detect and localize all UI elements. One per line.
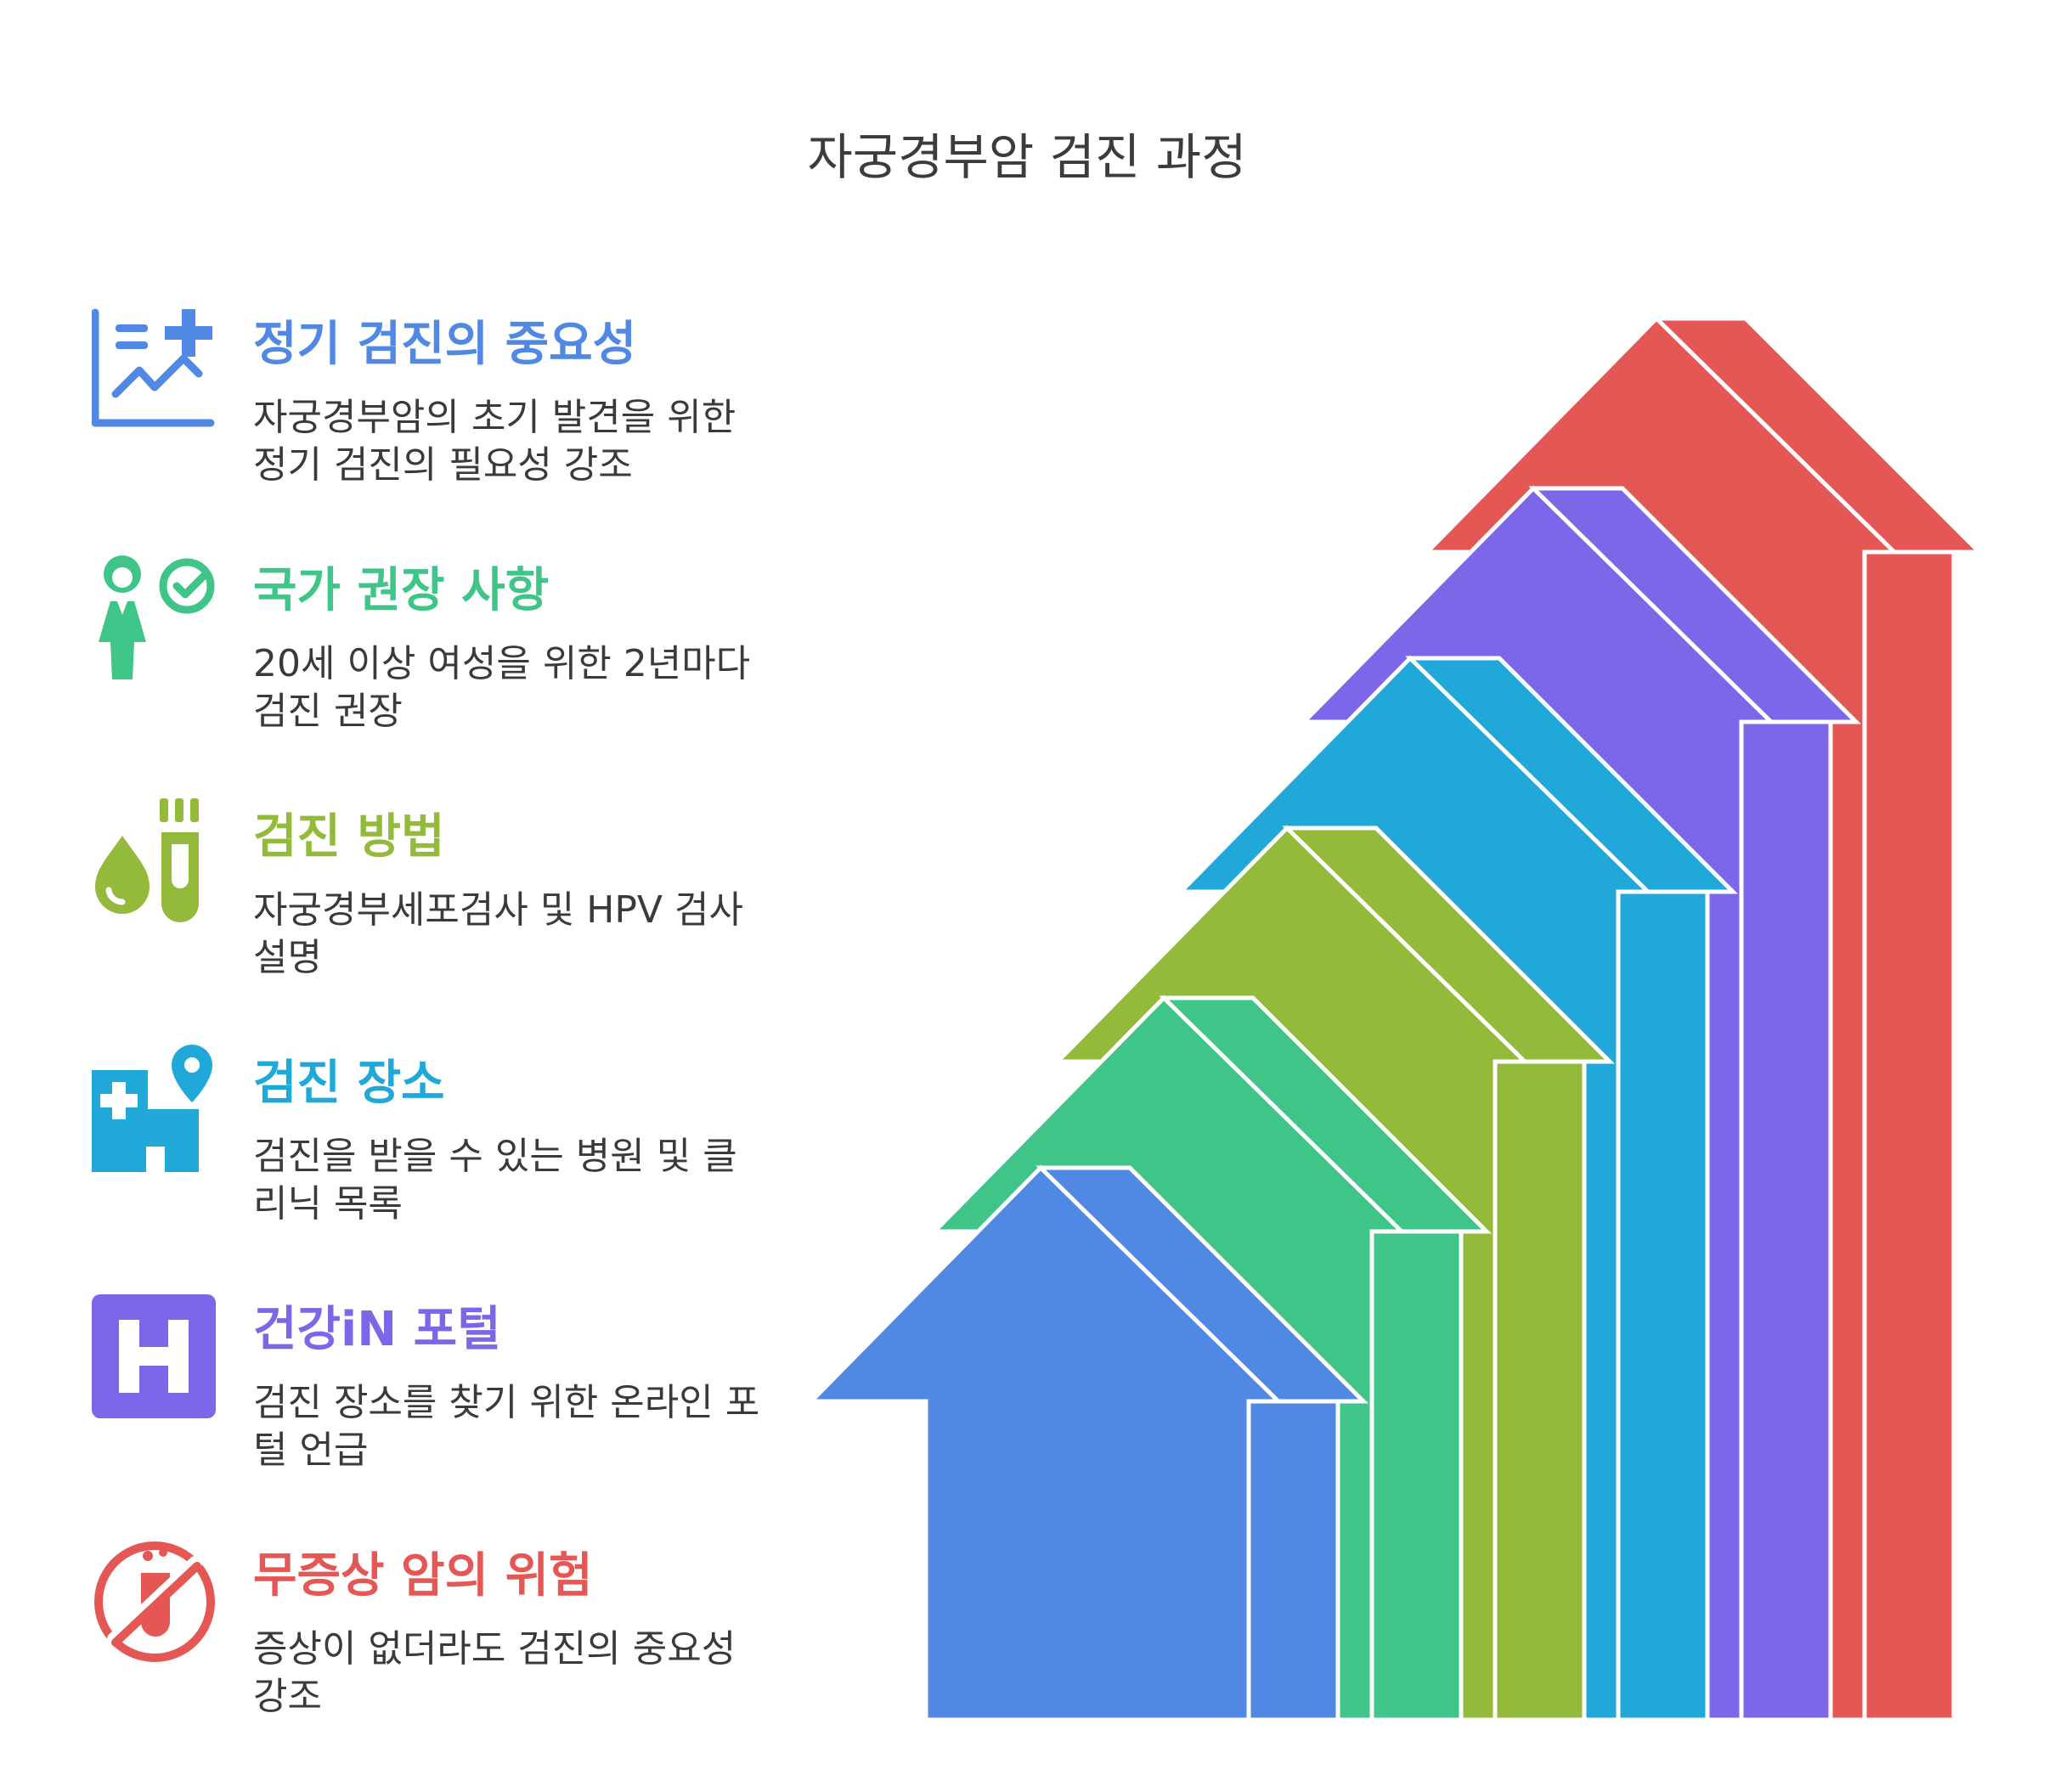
item-heading: 건강iN 포털 xyxy=(253,1302,501,1357)
woman-check-icon xyxy=(92,552,219,679)
item-description: 자궁경부세포검사 및 HPV 검사 설명 xyxy=(253,888,743,979)
item-heading: 국가 권장 사항 xyxy=(253,563,550,618)
hospital-h-icon xyxy=(92,1291,219,1418)
item-description: 20세 이상 여성을 위한 2년마다 검진 권장 xyxy=(253,642,751,733)
arrow-red-side-strip xyxy=(1862,549,1956,1722)
arrow-green-side-strip xyxy=(1369,1229,1464,1722)
item-heading: 무증상 암의 위험 xyxy=(253,1548,593,1603)
no-test-tube-icon xyxy=(92,1537,219,1665)
arrow-cyan-side-strip xyxy=(1616,889,1710,1722)
item-heading: 정기 검진의 중요성 xyxy=(253,317,637,372)
arrow-olive-side-strip xyxy=(1493,1059,1587,1722)
item-heading: 검진 방법 xyxy=(253,809,445,865)
health-chart-icon xyxy=(92,306,219,433)
item-description: 검진을 받을 수 있는 병원 및 클리닉 목록 xyxy=(253,1135,737,1226)
test-tube-drop-icon xyxy=(92,798,219,926)
page-title: 자궁경부암 검진 과정 xyxy=(807,128,1247,186)
arrow-blue-side-strip xyxy=(1246,1399,1340,1722)
arrow-blue xyxy=(806,1164,1369,1722)
arrow-purple-side-strip xyxy=(1739,719,1833,1722)
item-heading: 검진 장소 xyxy=(253,1056,445,1111)
hospital-location-icon xyxy=(92,1045,219,1172)
item-description: 자궁경부암의 초기 발견을 위한 정기 검진의 필요성 강조 xyxy=(253,396,736,487)
item-description: 검진 장소를 찾기 위한 온라인 포털 언급 xyxy=(253,1381,760,1472)
arrow-blue-front xyxy=(806,1164,1284,1722)
item-description: 증상이 없더라도 검진의 중요성 강조 xyxy=(253,1627,736,1718)
